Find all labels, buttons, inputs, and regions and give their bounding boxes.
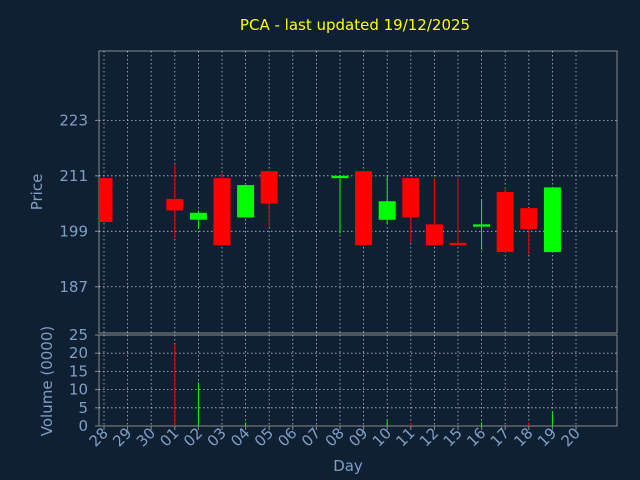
candles-group (99, 164, 561, 255)
candle-body (213, 178, 231, 246)
price-tick-label: 211 (59, 167, 88, 185)
x-tick-label: 15 (440, 424, 466, 450)
volume-panel: 2829300102030405060708091011121516171819… (69, 326, 618, 450)
volume-tick-label: 0 (78, 417, 88, 435)
candle-body (520, 208, 538, 229)
x-tick-label: 08 (322, 424, 348, 450)
candle-body (473, 224, 491, 227)
price-axis-label: Price (28, 174, 46, 211)
x-tick-label: 19 (534, 424, 560, 450)
x-tick-label: 05 (251, 424, 277, 450)
x-tick-label: 10 (369, 424, 395, 450)
x-axis-label: Day (333, 457, 363, 475)
x-tick-label: 11 (392, 424, 418, 450)
candle-body (99, 178, 113, 223)
x-tick-label: 30 (133, 424, 159, 450)
volume-axis-label: Volume (0000) (38, 326, 56, 436)
x-tick-label: 29 (109, 424, 135, 450)
x-tick-label: 18 (510, 424, 536, 450)
candle-body (496, 192, 514, 253)
x-tick-label: 20 (558, 424, 584, 450)
candle-body (237, 185, 255, 218)
volume-tick-label: 5 (78, 399, 88, 417)
candle-body (543, 187, 561, 253)
x-tick-label: 07 (298, 424, 324, 450)
volume-tick-label: 15 (69, 362, 88, 380)
candle-body (402, 178, 420, 218)
candle-body (260, 171, 278, 204)
volume-tick-label: 25 (69, 326, 88, 344)
x-tick-label: 17 (487, 424, 513, 450)
candle-body (189, 212, 207, 220)
candle-body (166, 198, 184, 211)
x-tick-label: 02 (180, 424, 206, 450)
candle-body (355, 171, 373, 246)
candle-body (425, 224, 443, 246)
x-tick-label: 01 (156, 424, 182, 450)
x-tick-label: 06 (274, 424, 300, 450)
x-tick-label: 12 (416, 424, 442, 450)
x-tick-label: 04 (227, 424, 253, 450)
price-tick-label: 223 (59, 111, 88, 129)
volume-tick-label: 20 (69, 344, 88, 362)
price-tick-label: 187 (59, 278, 88, 296)
volume-tick-label: 10 (69, 381, 88, 399)
candle-body (331, 175, 349, 179)
x-tick-label: 03 (204, 424, 230, 450)
volume-panel-frame (98, 334, 618, 427)
chart-title: PCA - last updated 19/12/2025 (240, 16, 470, 34)
candle-body (449, 242, 467, 246)
x-tick-label: 09 (345, 424, 371, 450)
x-tick-label: 16 (463, 424, 489, 450)
price-panel: 187 199 211 223 (59, 50, 618, 334)
x-tick-label: 28 (86, 424, 112, 450)
candle-body (378, 201, 396, 220)
price-tick-label: 199 (59, 222, 88, 240)
